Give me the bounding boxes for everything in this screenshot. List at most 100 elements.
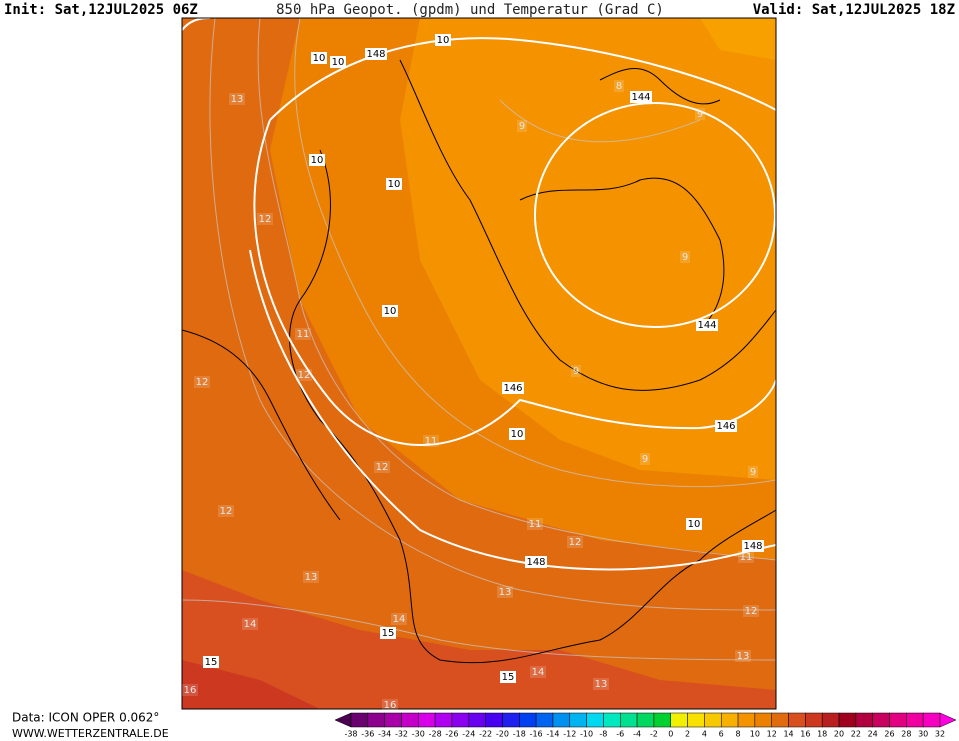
legend-arrow-right	[939, 712, 957, 728]
temperature-label: 9	[642, 454, 648, 465]
legend-tick-label: 18	[817, 730, 827, 739]
temperature-label-box	[593, 678, 609, 690]
legend-tick-label: 16	[800, 730, 810, 739]
geopotential-label-box	[382, 305, 398, 317]
legend-swatch	[754, 712, 772, 728]
legend-tick-label: 8	[736, 730, 741, 739]
legend-swatch	[889, 712, 907, 728]
temperature-label-box	[680, 251, 690, 263]
geopotential-label: 148	[526, 557, 545, 568]
geopotential-label: 146	[503, 383, 522, 394]
legend-swatch	[384, 712, 402, 728]
geopotential-label-box	[365, 48, 387, 60]
legend-swatch	[636, 712, 655, 728]
temperature-label: 12	[259, 214, 272, 225]
geopotential-label: 10	[388, 179, 401, 190]
geopotential-label-box	[309, 154, 325, 166]
legend-tick-label: -38	[344, 730, 357, 739]
temperature-label: 13	[595, 679, 608, 690]
init-time: Init: Sat,12JUL2025 06Z	[4, 2, 198, 18]
legend-tick-label: 10	[750, 730, 760, 739]
legend-swatch	[906, 712, 924, 728]
temperature-label: 11	[529, 519, 542, 530]
temperature-label: 13	[305, 572, 318, 583]
legend-tick-label: -34	[378, 730, 391, 739]
legend-tick-label: 26	[884, 730, 894, 739]
legend-tick-label: -16	[530, 730, 543, 739]
legend-tick-label: 22	[851, 730, 861, 739]
geopotential-label-box	[686, 518, 702, 530]
legend-swatch	[485, 712, 503, 728]
temperature-label-box	[517, 120, 527, 132]
legend-swatch	[737, 712, 756, 728]
temperature-label: 12	[745, 606, 758, 617]
geopotential-label: 10	[688, 519, 701, 530]
temperature-label-box	[374, 461, 390, 473]
legend-tick-label: 6	[719, 730, 724, 739]
geopotential-label-box	[386, 178, 402, 190]
legend-tick-label: 0	[668, 730, 673, 739]
temperature-label: 14	[532, 667, 545, 678]
geopotential-label: 10	[511, 429, 524, 440]
temperature-label-box	[296, 369, 312, 381]
legend-swatch	[586, 712, 604, 728]
geopotential-label-box	[715, 420, 737, 432]
geopotential-label: 15	[205, 657, 218, 668]
geopotential-label: 146	[716, 421, 735, 432]
temp-area	[182, 18, 776, 709]
temperature-label-box	[527, 518, 543, 530]
legend-tick-label: 14	[783, 730, 793, 739]
legend-arrow-left	[334, 712, 352, 728]
legend-tick-label: -6	[616, 730, 624, 739]
legend-tick-label: 24	[868, 730, 878, 739]
data-source: Data: ICON OPER 0.062°	[12, 711, 159, 725]
temperature-label-box	[242, 618, 258, 630]
temperature-label-box	[738, 551, 754, 563]
legend-tick-label: -32	[395, 730, 408, 739]
legend-tick-label: -18	[513, 730, 526, 739]
geopotential-label-box	[525, 556, 547, 568]
temperature-label-box	[391, 613, 407, 625]
geopotential-label-box	[380, 627, 396, 639]
geopotential-label: 15	[382, 628, 395, 639]
temperature-label: 12	[196, 377, 209, 388]
map-frame	[181, 17, 777, 710]
temperature-label: 13	[737, 651, 750, 662]
temperature-label: 14	[393, 614, 406, 625]
geopotential-label: 144	[631, 92, 650, 103]
legend-swatch	[535, 712, 554, 728]
temperature-label: 9	[750, 467, 756, 478]
temperature-label-box	[640, 453, 650, 465]
geopotential-label-box	[630, 91, 652, 103]
temperature-label: 8	[616, 81, 622, 92]
legend-tick-label: -14	[546, 730, 559, 739]
legend-tick-label: -24	[462, 730, 475, 739]
geopotential-label-box	[311, 52, 327, 64]
legend-tick-label: 20	[834, 730, 844, 739]
legend-swatch	[922, 712, 941, 728]
legend-swatch	[350, 712, 369, 728]
temperature-label-box	[194, 376, 210, 388]
temperature-label: 11	[297, 329, 310, 340]
temperature-label-box	[182, 684, 198, 696]
geopotential-label-box	[509, 428, 525, 440]
legend-swatch	[569, 712, 587, 728]
legend-swatch	[519, 712, 537, 728]
legend-swatch	[704, 712, 722, 728]
geopotential-label-box	[203, 656, 219, 668]
geopotential-label: 10	[384, 306, 397, 317]
legend-tick-label: -20	[496, 730, 509, 739]
temperature-label: 16	[384, 700, 397, 711]
geopotential-label: 15	[502, 672, 515, 683]
geopotential-label-box	[500, 671, 516, 683]
map-title: 850 hPa Geopot. (gpdm) und Temperatur (G…	[276, 2, 664, 18]
temperature-label-box	[567, 536, 583, 548]
legend-swatch	[418, 712, 436, 728]
temp-area	[182, 570, 776, 709]
temperature-label: 9	[519, 121, 525, 132]
temperature-label-box	[735, 650, 751, 662]
temperature-label: 16	[184, 685, 197, 696]
legend-tick-label: 2	[685, 730, 690, 739]
temperature-label: 9	[573, 366, 579, 377]
